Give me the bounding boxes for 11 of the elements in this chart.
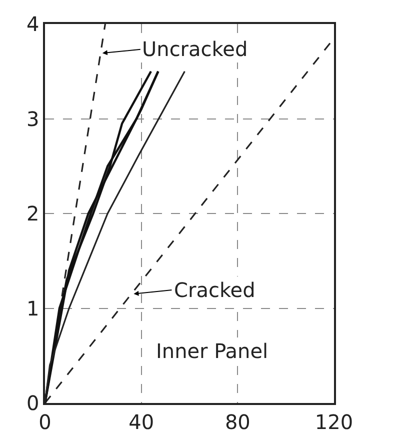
- annotation: Uncracked: [142, 37, 248, 61]
- annotation: Cracked: [174, 278, 256, 302]
- y-tick-label: 3: [26, 106, 40, 131]
- x-tick-label: 120: [314, 410, 354, 434]
- x-tick-label: 40: [128, 410, 154, 434]
- x-tick-label: 80: [224, 410, 250, 434]
- y-tick-label: 4: [26, 12, 40, 36]
- y-tick-label: 0: [26, 391, 40, 415]
- annotation: Inner Panel: [156, 339, 268, 363]
- y-tick-label: 2: [26, 202, 40, 226]
- y-tick-label: 1: [26, 296, 40, 320]
